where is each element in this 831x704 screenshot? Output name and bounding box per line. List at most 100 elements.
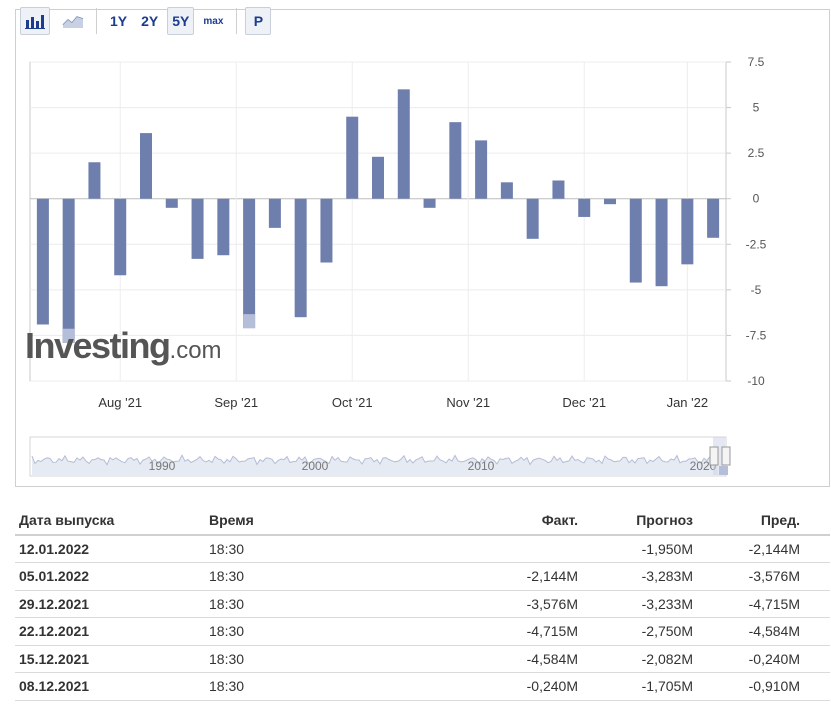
range-2y-button[interactable]: 2Y (141, 13, 159, 29)
header-actual[interactable]: Факт. (325, 505, 580, 536)
logo-main-text: Investing (25, 325, 171, 366)
cell-time: 18:30 (205, 535, 325, 563)
cell-time: 18:30 (205, 562, 325, 591)
y-tick-label: 5 (753, 101, 760, 115)
cell-forecast: -3,283M (580, 562, 697, 591)
cell-forecast: -1,950M (580, 535, 697, 563)
bar[interactable] (423, 198, 436, 208)
table-row: 22.12.2021 18:30 -4,715M -2,750M -4,584M (15, 617, 830, 646)
cell-time: 18:30 (205, 590, 325, 618)
bar[interactable] (655, 198, 668, 287)
bar[interactable] (552, 180, 565, 199)
header-previous[interactable]: Пред. (697, 505, 830, 536)
cell-date: 15.12.2021 (15, 645, 205, 673)
header-date[interactable]: Дата выпуска (15, 505, 205, 536)
bar[interactable] (62, 198, 75, 343)
table-row: 15.12.2021 18:30 -4,584M -2,082M -0,240M (15, 645, 830, 673)
bar[interactable] (578, 198, 591, 217)
bar[interactable] (707, 198, 720, 238)
line-chart-icon[interactable] (58, 7, 88, 35)
cell-actual (325, 535, 580, 563)
bar[interactable] (268, 198, 281, 228)
y-tick-label: 2.5 (748, 146, 765, 160)
cell-date: 12.01.2022 (15, 535, 205, 563)
bar[interactable] (397, 89, 410, 199)
investing-logo: Investing.com (25, 325, 222, 367)
y-tick-label: -7.5 (746, 328, 767, 342)
cell-actual: -4,584M (325, 645, 580, 673)
table-row: 08.12.2021 18:30 -0,240M -1,705M -0,910M (15, 672, 830, 701)
y-tick-label: -2.5 (746, 237, 767, 251)
cell-previous: -4,715M (697, 590, 830, 618)
bar[interactable] (114, 198, 127, 276)
bar-chart-icon[interactable] (20, 7, 50, 35)
cell-forecast: -2,082M (580, 645, 697, 673)
cell-forecast: -3,233M (580, 590, 697, 618)
bar-highlight-segment (243, 314, 256, 329)
cell-actual: -4,715M (325, 617, 580, 646)
navigator-label: 2000 (302, 459, 329, 473)
chart-frame (15, 9, 830, 487)
bar[interactable] (526, 198, 539, 239)
navigator-right-handle[interactable] (721, 446, 731, 466)
toolbar-separator (96, 8, 97, 34)
bar[interactable] (243, 198, 256, 329)
navigator-scroll-thumb[interactable] (719, 466, 728, 475)
table-row: 12.01.2022 18:30 -1,950M -2,144M (15, 535, 830, 563)
cell-previous: -0,240M (697, 645, 830, 673)
p-button[interactable]: P (245, 7, 272, 35)
cell-date: 05.01.2022 (15, 562, 205, 591)
cell-previous: -0,910M (697, 672, 830, 701)
range-max-button[interactable]: max (203, 15, 224, 27)
bar[interactable] (475, 140, 488, 199)
bar[interactable] (191, 198, 204, 259)
navigator-label: 2010 (468, 459, 495, 473)
x-tick-label: Jan '22 (667, 395, 709, 410)
table-row: 29.12.2021 18:30 -3,576M -3,233M -4,715M (15, 590, 830, 618)
cell-forecast: -2,750M (580, 617, 697, 646)
x-tick-label: Sep '21 (214, 395, 258, 410)
navigator-area (32, 455, 718, 475)
cell-time: 18:30 (205, 645, 325, 673)
y-tick-label: -10 (747, 374, 765, 388)
release-table: Дата выпуска Время Факт. Прогноз Пред. 1… (15, 505, 830, 701)
bar[interactable] (449, 122, 462, 199)
logo-domain-text: .com (169, 337, 222, 364)
navigator-line (31, 454, 717, 466)
x-tick-label: Oct '21 (332, 395, 373, 410)
table-header-row: Дата выпуска Время Факт. Прогноз Пред. (15, 505, 830, 536)
cell-actual: -2,144M (325, 562, 580, 591)
range-1y-button[interactable]: 1Y (110, 13, 128, 29)
x-tick-label: Dec '21 (562, 395, 606, 410)
navigator-left-handle[interactable] (709, 446, 719, 466)
bar[interactable] (165, 198, 178, 208)
cell-actual: -0,240M (325, 672, 580, 701)
bar[interactable] (604, 198, 616, 205)
cell-time: 18:30 (205, 617, 325, 646)
cell-forecast: -1,705M (580, 672, 697, 701)
cell-date: 22.12.2021 (15, 617, 205, 646)
table-row: 05.01.2022 18:30 -2,144M -3,283M -3,576M (15, 562, 830, 591)
bar[interactable] (36, 198, 49, 325)
cell-date: 08.12.2021 (15, 672, 205, 701)
bar[interactable] (500, 182, 513, 199)
range-5y-button[interactable]: 5Y (167, 7, 195, 35)
bar[interactable] (217, 198, 230, 256)
bar[interactable] (629, 198, 642, 283)
bar[interactable] (294, 198, 307, 318)
cell-previous: -3,576M (697, 562, 830, 591)
bar[interactable] (88, 162, 101, 199)
bar[interactable] (372, 156, 384, 199)
x-tick-label: Nov '21 (446, 395, 490, 410)
y-tick-label: 7.5 (748, 55, 765, 69)
toolbar-separator (236, 8, 238, 34)
bar[interactable] (681, 198, 694, 265)
header-forecast[interactable]: Прогноз (580, 505, 697, 536)
navigator-label: 1990 (149, 459, 176, 473)
header-time[interactable]: Время (205, 505, 325, 536)
bar[interactable] (346, 116, 359, 199)
cell-previous: -4,584M (697, 617, 830, 646)
bar[interactable] (320, 198, 333, 263)
chart-toolbar: 1Y 2Y 5Y max P (20, 6, 272, 36)
bar[interactable] (140, 133, 152, 199)
